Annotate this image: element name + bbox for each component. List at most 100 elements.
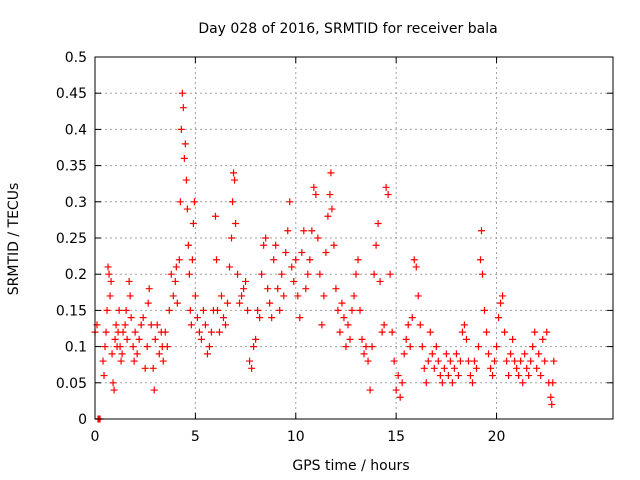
data-point xyxy=(370,270,378,278)
data-point xyxy=(550,357,558,365)
data-point xyxy=(513,364,521,372)
data-point xyxy=(392,386,400,394)
data-point xyxy=(110,386,118,394)
data-point xyxy=(286,198,294,206)
data-point xyxy=(460,321,468,329)
data-point xyxy=(294,292,302,300)
data-point xyxy=(489,372,497,380)
data-point xyxy=(276,306,284,314)
data-point xyxy=(537,372,545,380)
data-point xyxy=(184,241,192,249)
data-point xyxy=(205,343,213,351)
data-point xyxy=(176,198,184,206)
data-point xyxy=(217,292,225,300)
data-point xyxy=(222,321,230,329)
data-point xyxy=(182,176,190,184)
data-point xyxy=(231,176,239,184)
data-point xyxy=(521,350,529,358)
y-tick-label: 0.35 xyxy=(56,159,87,175)
data-point xyxy=(103,306,111,314)
data-point xyxy=(541,357,549,365)
data-point xyxy=(360,350,368,358)
data-point xyxy=(242,277,250,285)
data-point xyxy=(248,364,256,372)
data-point xyxy=(284,227,292,235)
y-tick-label: 0.5 xyxy=(65,50,87,66)
data-point xyxy=(330,241,338,249)
x-tick-label: 10 xyxy=(287,429,305,445)
data-point xyxy=(539,335,547,343)
data-point xyxy=(145,285,153,293)
data-point xyxy=(308,227,316,235)
data-point xyxy=(252,335,260,343)
data-point xyxy=(374,220,382,228)
data-point xyxy=(531,328,539,336)
data-point xyxy=(149,364,157,372)
data-point xyxy=(462,335,470,343)
data-point xyxy=(346,335,354,343)
data-point xyxy=(171,277,179,285)
data-point xyxy=(348,306,356,314)
data-point xyxy=(350,292,358,300)
data-point xyxy=(468,379,476,387)
data-point xyxy=(548,401,556,409)
data-point xyxy=(272,241,280,249)
data-point xyxy=(190,198,198,206)
x-tick-label: 5 xyxy=(191,429,200,445)
data-point xyxy=(151,335,159,343)
data-point xyxy=(292,256,300,264)
data-point xyxy=(487,364,495,372)
data-point xyxy=(150,386,158,394)
data-point xyxy=(188,256,196,264)
data-point xyxy=(302,285,310,293)
data-point xyxy=(144,299,152,307)
data-point xyxy=(408,314,416,322)
data-point xyxy=(507,350,515,358)
data-point xyxy=(503,357,511,365)
data-point xyxy=(118,350,126,358)
data-point xyxy=(476,256,484,264)
data-point xyxy=(424,357,432,365)
data-point xyxy=(101,343,109,351)
data-point xyxy=(122,306,130,314)
data-point xyxy=(226,263,234,271)
data-point xyxy=(440,364,448,372)
data-point xyxy=(173,299,181,307)
data-point xyxy=(352,270,360,278)
data-point xyxy=(436,372,444,380)
data-point xyxy=(199,306,207,314)
y-tick-label: 0.15 xyxy=(56,303,87,319)
data-point xyxy=(509,335,517,343)
data-point xyxy=(495,314,503,322)
data-point xyxy=(366,386,374,394)
data-point xyxy=(109,379,117,387)
data-point xyxy=(298,248,306,256)
data-point xyxy=(229,198,237,206)
data-point xyxy=(117,357,125,365)
data-point xyxy=(328,205,336,213)
data-point xyxy=(434,357,442,365)
data-point xyxy=(340,314,348,322)
data-point xyxy=(400,350,408,358)
data-point xyxy=(112,321,120,329)
data-point xyxy=(543,328,551,336)
data-point xyxy=(523,364,531,372)
data-point xyxy=(452,350,460,358)
data-point xyxy=(270,256,278,264)
data-point xyxy=(180,154,188,162)
data-point xyxy=(260,241,268,249)
data-point xyxy=(240,285,248,293)
data-point xyxy=(212,256,220,264)
data-point xyxy=(102,328,110,336)
data-point xyxy=(264,285,272,293)
data-point xyxy=(125,277,133,285)
data-point xyxy=(382,183,390,191)
data-point xyxy=(104,263,112,271)
data-point xyxy=(232,220,240,228)
data-point xyxy=(312,191,320,199)
data-point xyxy=(165,306,173,314)
data-point xyxy=(147,321,155,329)
data-point xyxy=(420,364,428,372)
data-point xyxy=(186,306,194,314)
data-point xyxy=(525,372,533,380)
